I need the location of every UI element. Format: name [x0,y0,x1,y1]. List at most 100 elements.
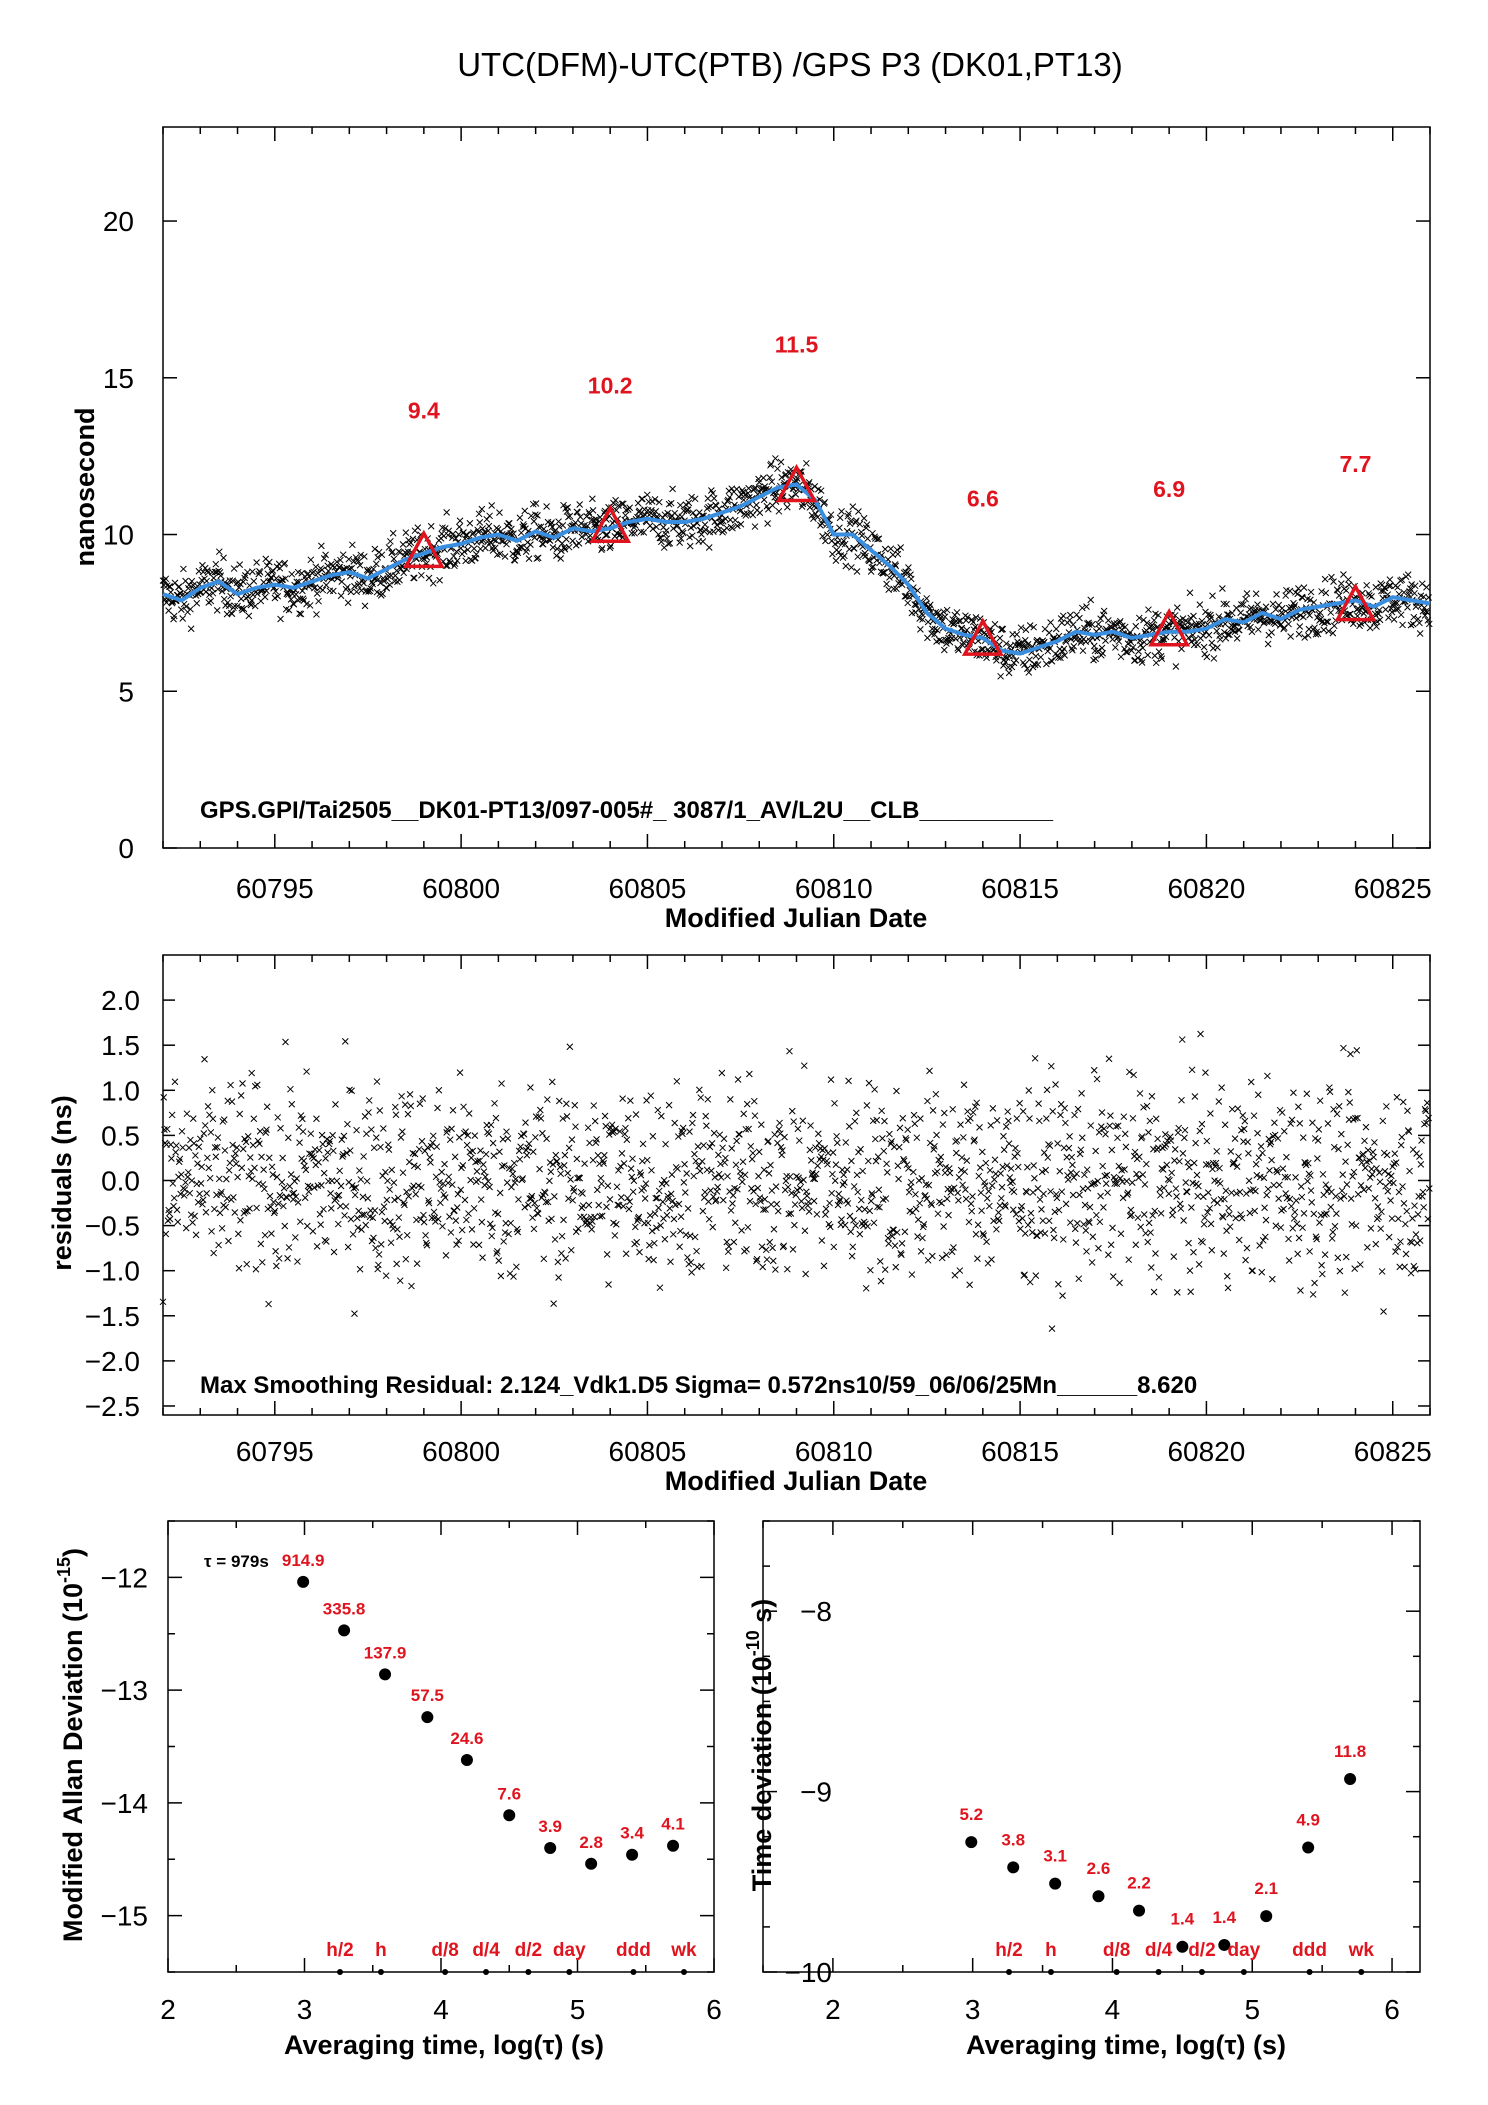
residual-point [1064,1176,1072,1183]
main-point [1393,599,1401,607]
residual-point [726,1096,734,1103]
residual-point [1300,1210,1308,1217]
residual-point [371,1207,379,1214]
residual-point [344,1120,351,1128]
residual-point [1137,1223,1145,1231]
residual-point [682,1231,690,1239]
residual-point [622,1124,629,1132]
residual-point [349,1230,357,1238]
residual-point [574,1174,581,1182]
residual-point [602,1122,610,1130]
main-point [272,574,280,582]
residual-point [1040,1149,1048,1156]
residual-point [515,1147,523,1155]
residual-point [172,1148,180,1156]
residual-point [216,1209,224,1217]
residual-point [872,1157,880,1165]
residual-point [373,1078,381,1085]
residual-point [1071,1111,1078,1119]
residual-point [1104,1251,1112,1259]
residual-x-tick-label: 60820 [1167,1436,1245,1467]
residual-point [1025,1087,1033,1094]
residual-point [256,1127,264,1135]
residual-point [556,1163,564,1171]
residual-point [455,1133,463,1141]
residual-point [1242,1256,1249,1264]
main-point [1382,606,1390,613]
residual-point [601,1112,609,1120]
mdev-y-tick-label: −12 [101,1562,149,1593]
main-point [475,510,483,518]
residual-point [1279,1165,1287,1172]
residual-point [318,1131,326,1139]
residual-point [1404,1107,1411,1115]
residual-point [886,1130,893,1138]
main-triangle-markers: 9.410.211.56.6 6.97.7 [402,332,1377,656]
main-point [207,597,215,605]
residual-point [498,1080,505,1087]
residual-point [1187,1288,1195,1296]
residual-point [593,1186,601,1194]
residual-point [326,1137,334,1145]
residual-point [1082,1227,1090,1234]
residual-point [926,1067,933,1075]
main-point [1398,576,1406,584]
main-point [462,557,470,565]
main-marker-label: 6.6 [967,485,999,511]
residual-point [1117,1230,1125,1238]
main-point [1345,581,1353,589]
tdev-interval-label: h [1045,1940,1057,1961]
residual-point [390,1179,398,1186]
residual-point [1244,1138,1252,1146]
residual-point [261,1185,268,1193]
residual-point [1081,1171,1088,1179]
main-point [848,564,855,571]
residual-point [401,1201,408,1209]
residual-point [1252,1187,1259,1195]
main-point [369,580,377,588]
residual-point [937,1153,945,1161]
residual-point [396,1233,403,1241]
residual-point [512,1175,520,1183]
main-point [527,541,534,549]
main-marker-label: 9.4 [408,398,440,424]
residual-point [1323,1210,1330,1217]
main-point [250,577,258,585]
residual-point [382,1272,390,1280]
main-point [866,557,874,564]
main-point [1221,628,1228,636]
main-point [1012,657,1020,664]
residual-point [434,1104,441,1112]
main-point [1278,604,1286,612]
residual-point [810,1197,818,1205]
residual-point [1247,1078,1255,1086]
residual-point [477,1147,484,1154]
residual-point [437,1185,445,1192]
residual-point [595,1201,603,1209]
main-point [1112,644,1119,651]
residual-point [988,1256,995,1263]
main-point [734,522,741,530]
residual-point [524,1201,532,1209]
residual-point [181,1186,189,1193]
mdev-plot-frame [167,1520,715,1973]
main-point [534,512,541,519]
residual-point [677,1213,685,1220]
residual-point [179,1144,187,1151]
main-point [357,551,365,559]
main-x-tick-label: 60795 [236,873,314,904]
residual-point [655,1204,662,1212]
residual-point [871,1135,879,1143]
residual-point [914,1233,921,1240]
residual-point [1266,1140,1274,1148]
main-point [768,478,776,486]
residual-point [341,1037,349,1045]
residual-point [1034,1185,1042,1192]
residual-point [1309,1119,1316,1127]
main-point [1261,618,1268,626]
residual-point [329,1147,337,1155]
residual-point [817,1153,825,1161]
residual-point [617,1194,625,1201]
residual-point [1188,1204,1195,1211]
main-point [188,577,196,585]
